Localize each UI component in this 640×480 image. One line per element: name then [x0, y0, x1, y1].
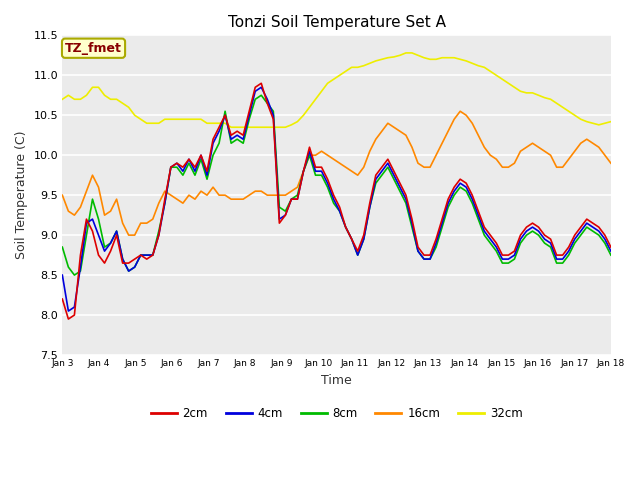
- 16cm: [607, 160, 614, 166]
- 16cm: [504, 164, 512, 170]
- 2cm: [499, 252, 506, 258]
- Line: 4cm: 4cm: [62, 87, 611, 311]
- 2cm: [396, 180, 404, 186]
- 32cm: [402, 50, 410, 56]
- 8cm: [529, 228, 536, 234]
- Title: Tonzi Soil Temperature Set A: Tonzi Soil Temperature Set A: [228, 15, 445, 30]
- 4cm: [504, 256, 512, 262]
- 32cm: [499, 76, 506, 82]
- 8cm: [58, 244, 66, 250]
- 16cm: [474, 132, 482, 138]
- 32cm: [227, 124, 235, 130]
- 2cm: [65, 316, 72, 322]
- Text: TZ_fmet: TZ_fmet: [65, 42, 122, 55]
- Line: 32cm: 32cm: [62, 53, 611, 127]
- 16cm: [529, 140, 536, 146]
- Line: 8cm: 8cm: [62, 95, 611, 275]
- 32cm: [390, 54, 397, 60]
- 8cm: [474, 216, 482, 222]
- 2cm: [504, 252, 512, 258]
- 8cm: [396, 188, 404, 194]
- 16cm: [58, 192, 66, 198]
- X-axis label: Time: Time: [321, 374, 352, 387]
- 16cm: [499, 164, 506, 170]
- 4cm: [511, 252, 518, 258]
- 8cm: [70, 272, 78, 278]
- 4cm: [607, 248, 614, 254]
- 16cm: [511, 160, 518, 166]
- 4cm: [474, 212, 482, 218]
- 32cm: [529, 90, 536, 96]
- 32cm: [474, 63, 482, 69]
- 2cm: [511, 248, 518, 254]
- 4cm: [58, 272, 66, 278]
- 32cm: [511, 84, 518, 90]
- Y-axis label: Soil Temperature (C): Soil Temperature (C): [15, 131, 28, 259]
- 16cm: [390, 124, 397, 130]
- 16cm: [125, 232, 132, 238]
- 4cm: [257, 84, 265, 90]
- 32cm: [607, 119, 614, 124]
- 2cm: [474, 208, 482, 214]
- Line: 16cm: 16cm: [62, 111, 611, 235]
- 32cm: [58, 96, 66, 102]
- 32cm: [504, 81, 512, 86]
- 8cm: [499, 260, 506, 266]
- Line: 2cm: 2cm: [62, 84, 611, 319]
- Legend: 2cm, 4cm, 8cm, 16cm, 32cm: 2cm, 4cm, 8cm, 16cm, 32cm: [146, 402, 527, 425]
- 4cm: [529, 224, 536, 230]
- 2cm: [607, 244, 614, 250]
- 2cm: [257, 81, 265, 86]
- 2cm: [529, 220, 536, 226]
- 16cm: [456, 108, 464, 114]
- 4cm: [396, 184, 404, 190]
- 4cm: [499, 256, 506, 262]
- 4cm: [65, 308, 72, 314]
- 8cm: [504, 260, 512, 266]
- 8cm: [607, 252, 614, 258]
- 8cm: [257, 92, 265, 98]
- 8cm: [511, 256, 518, 262]
- 2cm: [58, 296, 66, 302]
